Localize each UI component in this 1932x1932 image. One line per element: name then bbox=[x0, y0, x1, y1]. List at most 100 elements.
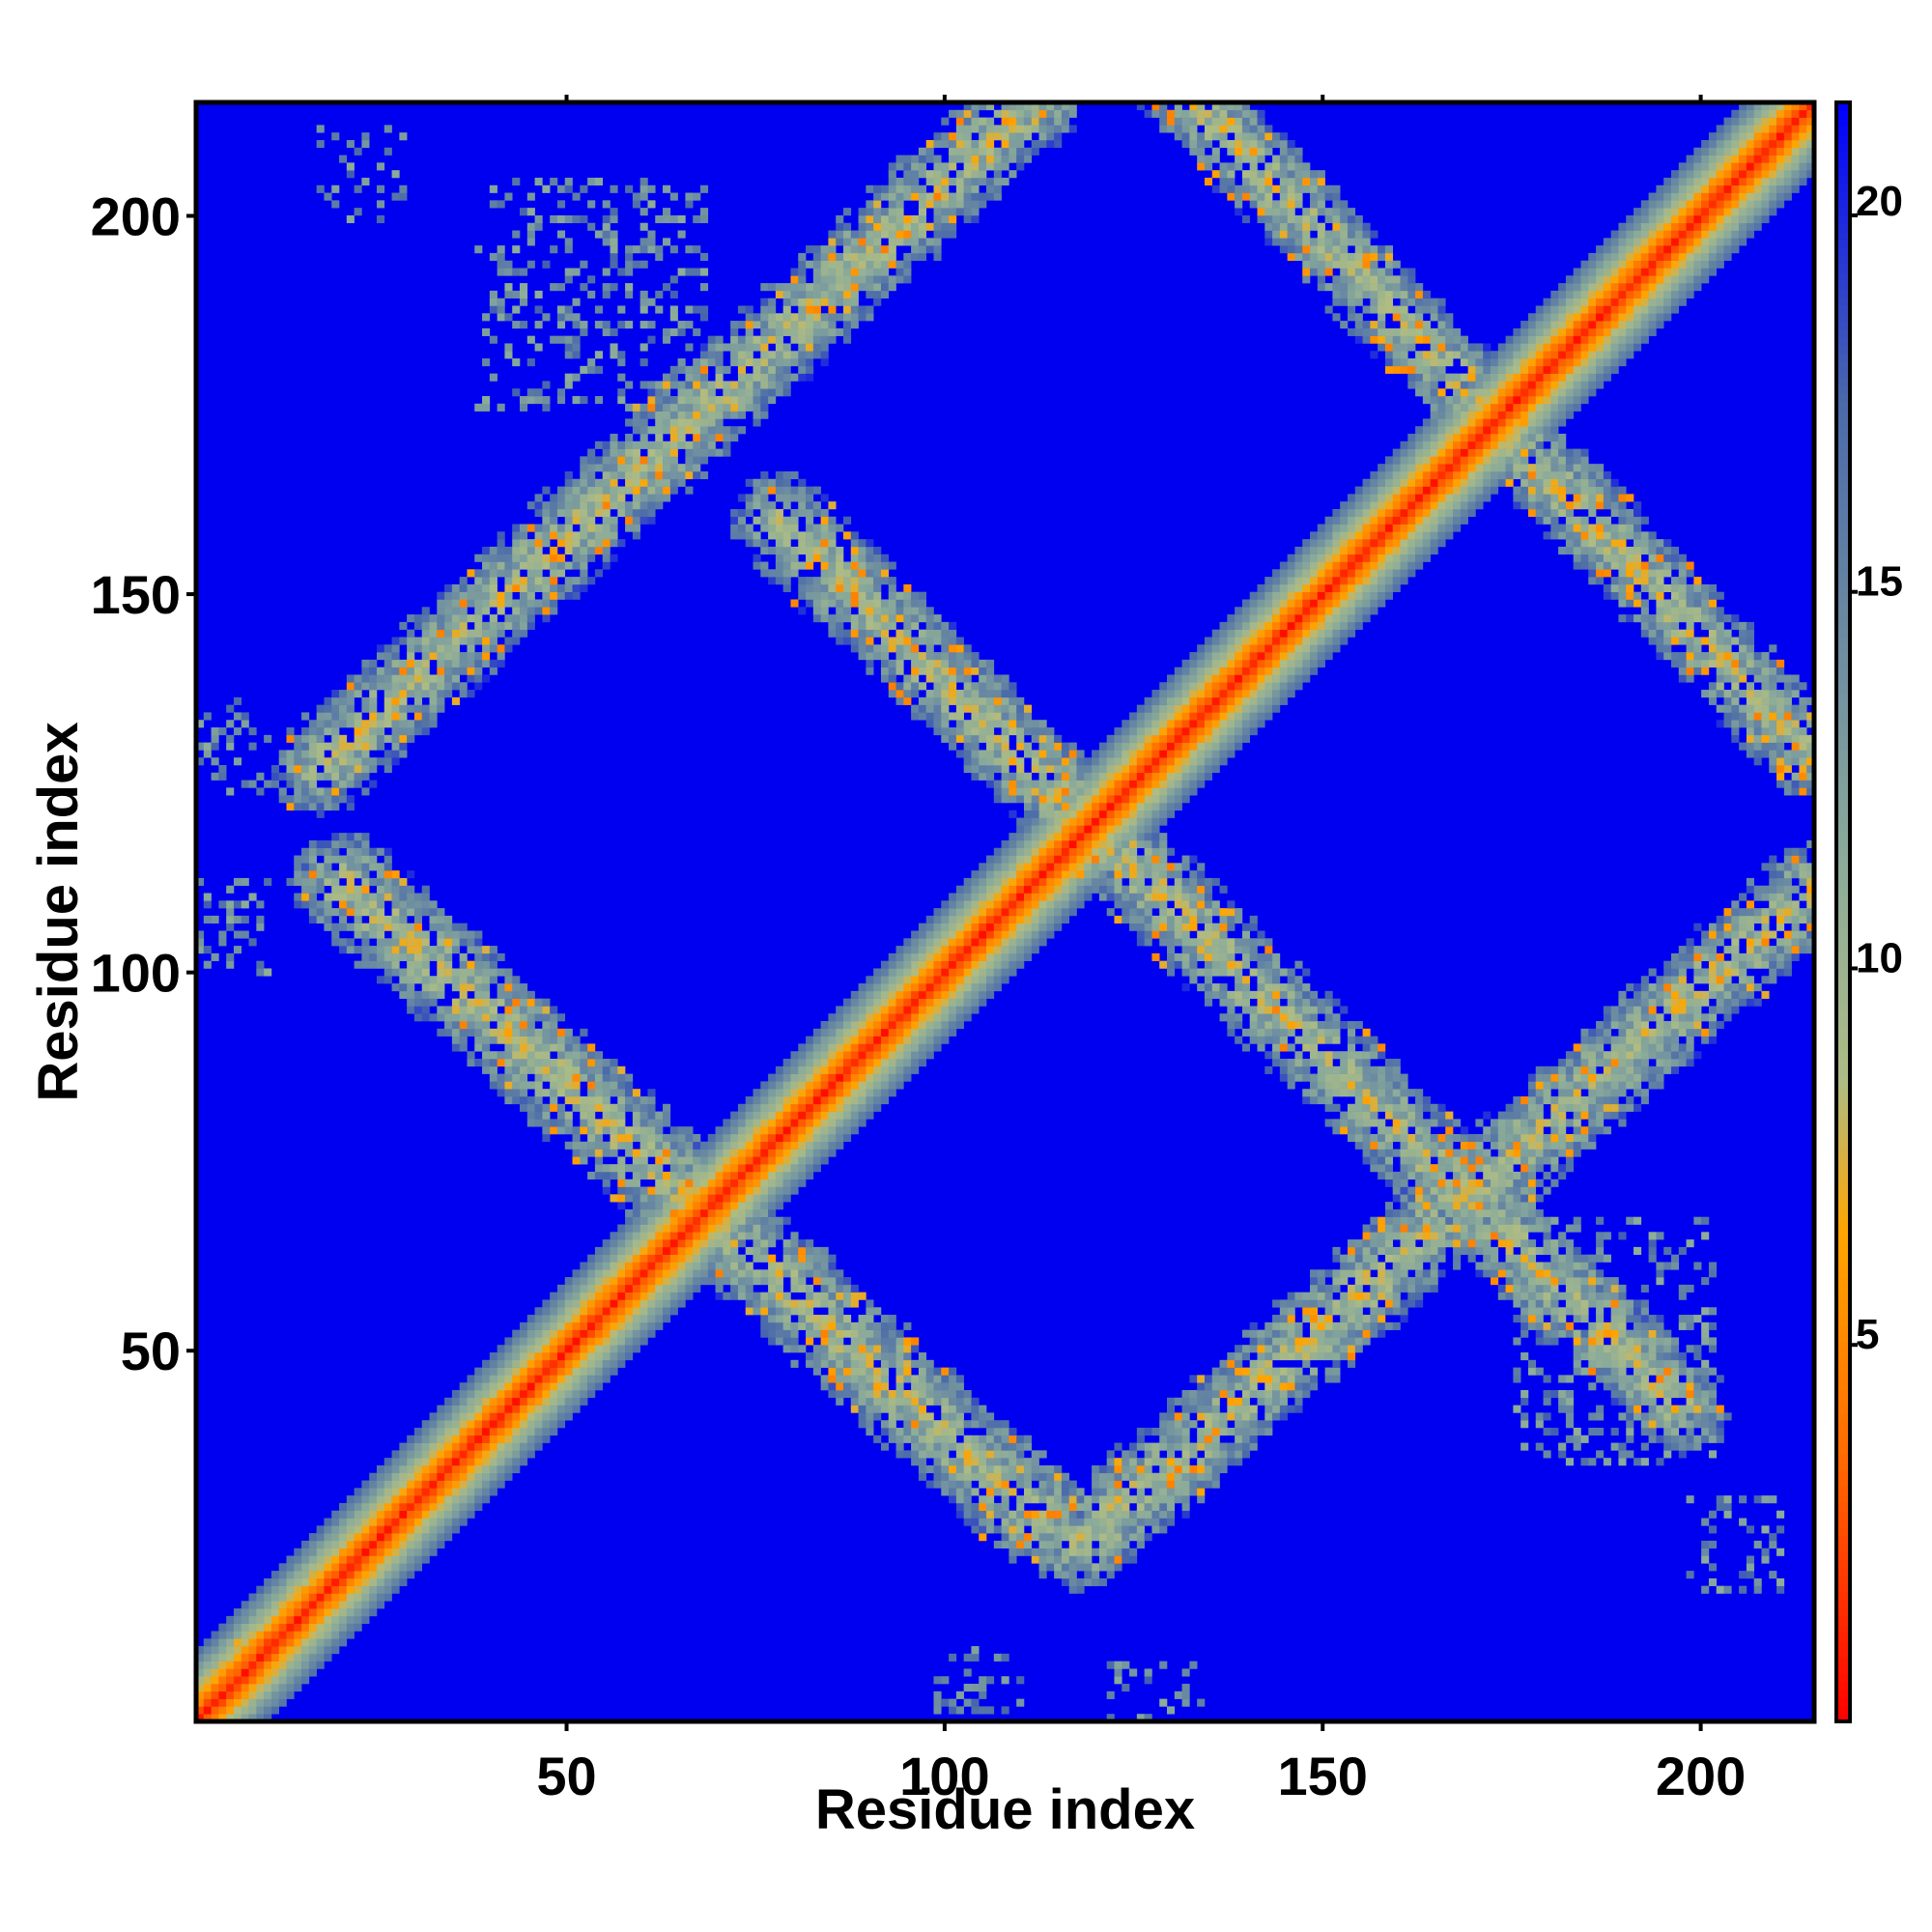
heatmap-cell bbox=[625, 1149, 634, 1157]
heatmap-cell bbox=[489, 960, 497, 969]
heatmap-cell bbox=[429, 629, 438, 638]
heatmap-cell bbox=[828, 1133, 837, 1143]
heatmap-cell bbox=[459, 1013, 468, 1022]
heatmap-cell bbox=[564, 478, 573, 487]
heatmap-cell bbox=[843, 1028, 852, 1037]
heatmap-cell bbox=[346, 1533, 355, 1542]
heatmap-cell bbox=[594, 305, 603, 314]
heatmap-cell bbox=[820, 1141, 829, 1150]
heatmap-cell bbox=[324, 900, 332, 909]
heatmap-cell bbox=[768, 1269, 777, 1278]
heatmap-cell bbox=[699, 1194, 709, 1203]
heatmap-cell bbox=[564, 1028, 573, 1037]
heatmap-cell bbox=[888, 1006, 896, 1014]
heatmap-cell bbox=[361, 908, 370, 917]
heatmap-cell bbox=[843, 1277, 852, 1286]
heatmap-cell bbox=[828, 321, 837, 329]
heatmap-cell bbox=[391, 893, 400, 901]
heatmap-cell bbox=[639, 381, 648, 389]
heatmap-cell bbox=[316, 1533, 325, 1542]
heatmap-cell bbox=[836, 607, 844, 615]
heatmap-cell bbox=[550, 591, 558, 600]
heatmap-cell bbox=[888, 990, 896, 999]
heatmap-cell bbox=[918, 952, 926, 961]
heatmap-cell bbox=[617, 1352, 626, 1361]
heatmap-cell bbox=[489, 1405, 497, 1413]
heatmap-cell bbox=[866, 1405, 874, 1413]
heatmap-cell bbox=[911, 652, 920, 661]
heatmap-cell bbox=[226, 1714, 235, 1722]
heatmap-cell bbox=[467, 629, 475, 638]
heatmap-cell bbox=[895, 1036, 904, 1044]
heatmap-cell bbox=[850, 1390, 859, 1399]
heatmap-cell bbox=[369, 734, 378, 743]
heatmap-cell bbox=[526, 396, 535, 405]
heatmap-cell bbox=[346, 1563, 355, 1572]
heatmap-cell bbox=[437, 1525, 445, 1534]
heatmap-cell bbox=[655, 305, 664, 314]
heatmap-cell bbox=[858, 1059, 867, 1067]
heatmap-cell bbox=[903, 230, 912, 239]
heatmap-cell bbox=[376, 952, 385, 961]
heatmap-cell bbox=[399, 1464, 408, 1474]
heatmap-cell bbox=[843, 614, 852, 623]
heatmap-cell bbox=[497, 539, 505, 548]
heatmap-cell bbox=[798, 1111, 807, 1120]
heatmap-cell bbox=[639, 1126, 648, 1135]
heatmap-cell bbox=[286, 1661, 295, 1669]
heatmap-cell bbox=[925, 1006, 934, 1014]
heatmap-cell bbox=[504, 351, 513, 359]
heatmap-cell bbox=[594, 1081, 603, 1090]
heatmap-cell bbox=[564, 238, 573, 246]
heatmap-cell bbox=[669, 1156, 678, 1165]
heatmap-cell bbox=[413, 621, 423, 630]
heatmap-cell bbox=[715, 1164, 724, 1173]
heatmap-cell bbox=[324, 915, 332, 923]
heatmap-cell bbox=[625, 464, 634, 472]
heatmap-cell bbox=[843, 1375, 852, 1383]
heatmap-cell bbox=[655, 486, 664, 495]
heatmap-cell bbox=[520, 621, 528, 630]
heatmap-cell bbox=[301, 772, 310, 781]
heatmap-cell bbox=[820, 1149, 829, 1157]
heatmap-cell bbox=[580, 1292, 588, 1300]
heatmap-cell bbox=[542, 1126, 551, 1135]
heatmap-cell bbox=[467, 1442, 475, 1451]
heatmap-cell bbox=[421, 1518, 430, 1526]
heatmap-cell bbox=[828, 1119, 837, 1127]
heatmap-cell bbox=[812, 1367, 821, 1376]
heatmap-cell bbox=[737, 321, 747, 329]
heatmap-cell bbox=[925, 245, 934, 254]
heatmap-cell bbox=[429, 1458, 438, 1466]
heatmap-cell bbox=[203, 1684, 212, 1692]
heatmap-cell bbox=[873, 1065, 882, 1074]
heatmap-cell bbox=[444, 621, 453, 630]
heatmap-cell bbox=[556, 1119, 566, 1127]
heatmap-cell bbox=[226, 742, 235, 751]
heatmap-cell bbox=[369, 727, 378, 736]
heatmap-cell bbox=[866, 983, 874, 992]
heatmap-cell bbox=[685, 396, 694, 405]
heatmap-cell bbox=[602, 539, 611, 548]
heatmap-cell bbox=[836, 1111, 844, 1120]
heatmap-cell bbox=[264, 1601, 272, 1609]
heatmap-cell bbox=[768, 313, 777, 322]
heatmap-cell bbox=[685, 1292, 694, 1300]
heatmap-cell bbox=[625, 1307, 634, 1316]
heatmap-cell bbox=[602, 508, 611, 518]
heatmap-cell bbox=[790, 1141, 799, 1150]
heatmap-cell bbox=[542, 1337, 551, 1346]
heatmap-cell bbox=[782, 1119, 791, 1127]
heatmap-cell bbox=[407, 682, 415, 691]
heatmap-cell bbox=[737, 524, 747, 532]
heatmap-cell bbox=[594, 1359, 603, 1368]
heatmap-cell bbox=[933, 139, 942, 149]
heatmap-cell bbox=[669, 418, 678, 427]
heatmap-cell bbox=[911, 192, 920, 201]
heatmap-cell bbox=[459, 1502, 468, 1512]
heatmap-cell bbox=[663, 1315, 671, 1323]
heatmap-cell bbox=[858, 621, 867, 630]
heatmap-cell bbox=[639, 177, 648, 186]
heatmap-cell bbox=[421, 690, 430, 698]
heatmap-cell bbox=[542, 381, 551, 389]
